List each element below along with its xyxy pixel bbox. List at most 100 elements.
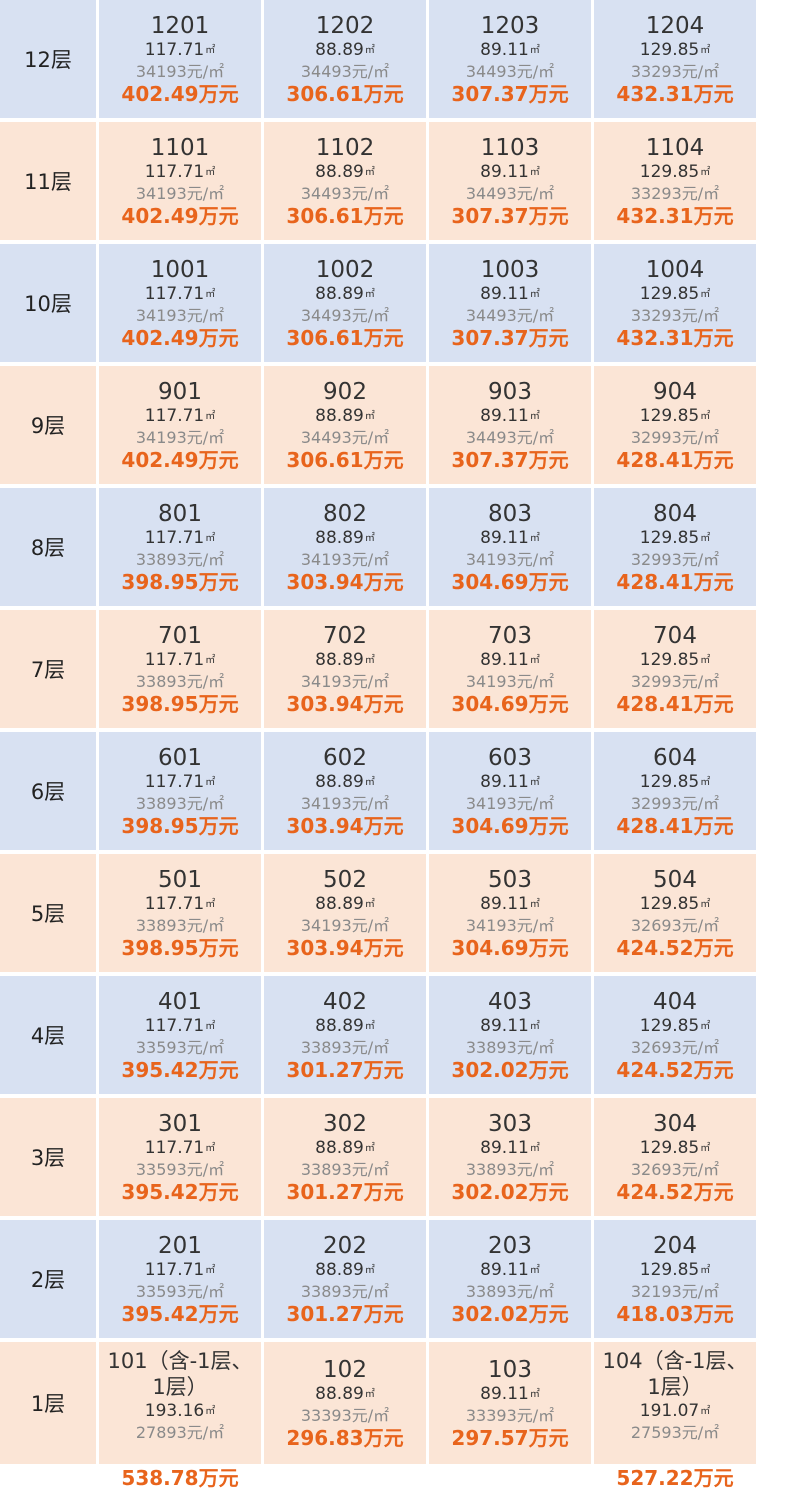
unit-cell: 501 117.71㎡ 33893元/㎡ 398.95万元: [99, 854, 261, 972]
unit-area: 89.11㎡: [480, 163, 540, 181]
unit-area: 88.89㎡: [315, 893, 375, 914]
unit-price: 34493元/㎡: [465, 305, 555, 325]
unit-area: 117.71㎡: [144, 39, 215, 60]
unit-area: 89.11㎡: [480, 1017, 540, 1035]
unit-area-value: 88.89: [315, 1259, 364, 1280]
unit-price: 32993元/㎡: [630, 671, 720, 691]
area-unit: ㎡: [529, 532, 540, 544]
unit-cell: 804 129.85㎡ 32993元/㎡ 428.41万元: [594, 488, 756, 606]
unit-price: 34193元/㎡: [135, 183, 225, 203]
unit-price: 34193元/㎡: [135, 305, 225, 325]
unit-cell: 601 117.71㎡ 33893元/㎡ 398.95万元: [99, 732, 261, 850]
unit-total: 428.41万元: [616, 691, 734, 716]
unit-cell: 904 129.85㎡ 32993元/㎡ 428.41万元: [594, 366, 756, 484]
unit-total: 306.61万元: [286, 81, 404, 106]
unit-number: 404: [653, 988, 697, 1015]
unit-cell: 1201 117.71㎡ 34193元/㎡ 402.49万元: [99, 0, 261, 118]
unit-number: 1002: [315, 256, 375, 283]
area-unit: ㎡: [700, 776, 711, 788]
unit-total: 538.78万元: [121, 1466, 239, 1490]
unit-area-value: 129.85: [639, 405, 700, 426]
unit-cell: 603 89.11㎡ 34193元/㎡ 304.69万元: [429, 732, 591, 850]
unit-price: 34193元/㎡: [135, 61, 225, 81]
unit-total: 418.03万元: [616, 1301, 734, 1326]
unit-total-row: 527.22万元: [594, 1464, 756, 1492]
unit-area-value: 117.71: [144, 39, 205, 60]
unit-number: 202: [323, 1232, 367, 1259]
unit-total: 432.31万元: [616, 203, 734, 228]
area-unit: ㎡: [205, 410, 216, 422]
unit-area-value: 89.11: [480, 1259, 529, 1280]
unit-number: 801: [158, 500, 202, 527]
unit-total: 398.95万元: [121, 813, 239, 838]
unit-number: 501: [158, 866, 202, 893]
unit-cell: 403 89.11㎡ 33893元/㎡ 302.02万元: [429, 976, 591, 1094]
area-unit: ㎡: [529, 166, 540, 178]
area-unit: ㎡: [529, 1388, 540, 1400]
unit-total: 307.37万元: [451, 81, 569, 106]
unit-price: 33893元/㎡: [135, 671, 225, 691]
unit-price: 32993元/㎡: [630, 427, 720, 447]
unit-area-value: 88.89: [315, 893, 364, 914]
area-unit: ㎡: [205, 1142, 216, 1154]
unit-number: 803: [488, 500, 532, 527]
unit-area: 117.71㎡: [145, 407, 216, 425]
unit-area: 117.71㎡: [145, 1017, 215, 1035]
unit-area-value: 88.89: [315, 161, 364, 182]
unit-price: 34193元/㎡: [465, 793, 555, 813]
unit-cell: 101（含-1层、1层） 193.16㎡ 27893元/㎡ 538.78万元: [99, 1342, 261, 1492]
area-unit: ㎡: [364, 654, 375, 666]
unit-area-value: 88.89: [315, 283, 364, 304]
unit-total: 395.42万元: [121, 1057, 239, 1082]
unit-number: 702: [323, 622, 367, 649]
unit-price: 34493元/㎡: [465, 427, 555, 447]
unit-price: 32193元/㎡: [630, 1281, 720, 1301]
unit-area: 88.89㎡: [315, 529, 375, 547]
unit-area: 88.89㎡: [315, 651, 375, 669]
area-unit: ㎡: [700, 1405, 711, 1417]
unit-cell: 302 88.89㎡ 33893元/㎡ 301.27万元: [264, 1098, 426, 1216]
unit-total: 424.52万元: [616, 1057, 734, 1082]
unit-number: 1201: [150, 12, 210, 39]
unit-number: 303: [488, 1110, 532, 1137]
area-unit: ㎡: [364, 532, 375, 544]
unit-price: 34193元/㎡: [135, 427, 225, 447]
area-unit: ㎡: [364, 166, 375, 178]
unit-total: 395.42万元: [121, 1301, 239, 1326]
unit-cell: 1102 88.89㎡ 34493元/㎡ 306.61万元: [264, 122, 426, 240]
unit-area-value: 117.71: [144, 893, 205, 914]
unit-area-value: 129.85: [639, 771, 700, 792]
unit-cell: 702 88.89㎡ 34193元/㎡ 303.94万元: [264, 610, 426, 728]
unit-cell: 604 129.85㎡ 32993元/㎡ 428.41万元: [594, 732, 756, 850]
area-unit: ㎡: [364, 1142, 375, 1154]
unit-area-value: 129.85: [639, 893, 700, 914]
unit-number: 504: [653, 866, 697, 893]
unit-number: 1204: [645, 12, 705, 39]
unit-number: 502: [323, 866, 367, 893]
unit-number: 703: [488, 622, 532, 649]
area-unit: ㎡: [364, 776, 375, 788]
unit-area: 117.71㎡: [145, 1261, 215, 1279]
unit-price: 33393元/㎡: [465, 1405, 555, 1425]
unit-area: 89.11㎡: [480, 407, 540, 425]
unit-area-value: 193.16: [144, 1400, 205, 1421]
unit-number: 201: [158, 1232, 202, 1259]
unit-area-value: 117.71: [144, 161, 205, 182]
unit-area: 117.71㎡: [145, 651, 215, 669]
area-unit: ㎡: [364, 288, 375, 300]
area-unit: ㎡: [364, 44, 375, 56]
unit-cell: 402 88.89㎡ 33893元/㎡ 301.27万元: [264, 976, 426, 1094]
unit-number: 802: [323, 500, 367, 527]
unit-total: 428.41万元: [616, 813, 734, 838]
unit-area: 129.85㎡: [640, 1017, 710, 1035]
unit-area-value: 89.11: [480, 39, 529, 60]
unit-area-value: 89.11: [480, 649, 529, 670]
unit-area-value: 129.85: [639, 161, 700, 182]
unit-total: 303.94万元: [286, 569, 404, 594]
unit-number: 101（含-1层、1层）: [107, 1349, 253, 1400]
unit-total: 432.31万元: [616, 325, 734, 350]
unit-area-value: 88.89: [315, 1015, 364, 1036]
unit-area-value: 117.71: [144, 771, 205, 792]
unit-cell: 701 117.71㎡ 33893元/㎡ 398.95万元: [99, 610, 261, 728]
unit-price: 33593元/㎡: [135, 1281, 225, 1301]
